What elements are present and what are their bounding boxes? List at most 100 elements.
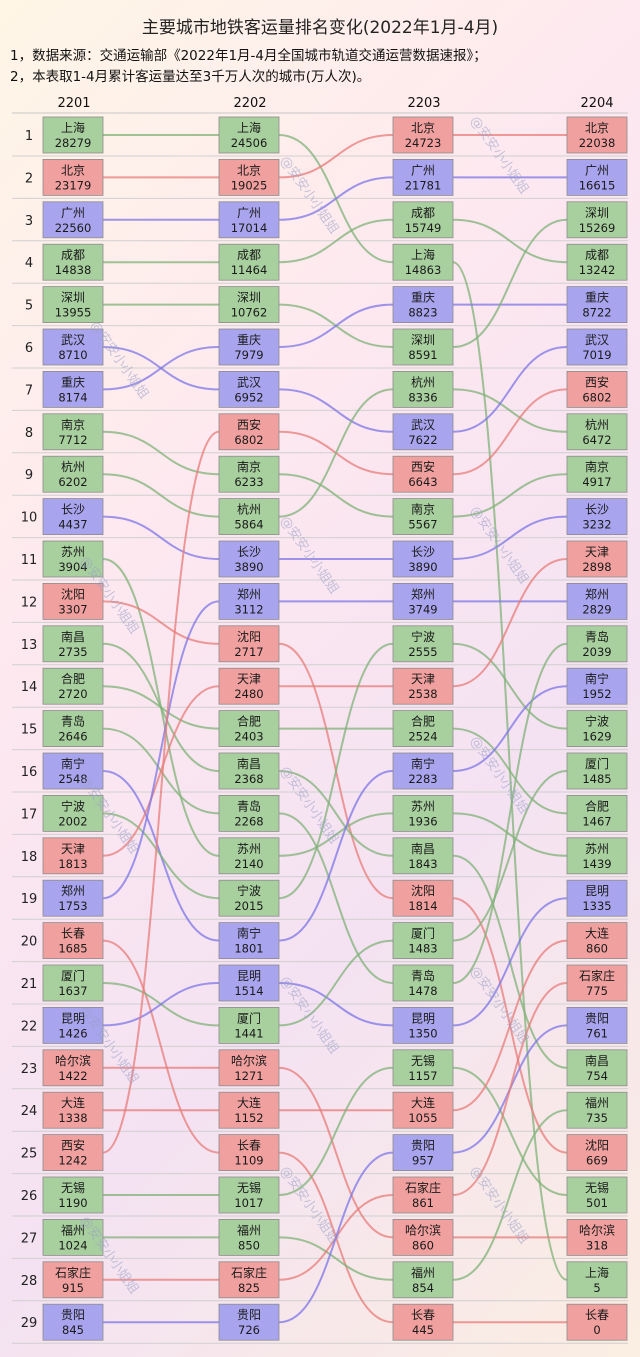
rank-label: 1 xyxy=(25,129,33,144)
rank-label: 3 xyxy=(25,214,33,229)
city-name: 苏州 xyxy=(411,799,435,813)
city-value: 22038 xyxy=(579,136,616,150)
link-杭州 xyxy=(278,388,394,518)
city-name: 长春 xyxy=(411,1308,435,1322)
city-name: 上海 xyxy=(61,120,85,135)
city-name: 南京 xyxy=(585,459,609,474)
city-name: 上海 xyxy=(237,120,261,135)
city-value: 6952 xyxy=(234,390,263,404)
rank-label: 9 xyxy=(25,468,33,483)
city-value: 1813 xyxy=(58,857,87,871)
rank-label: 5 xyxy=(25,299,33,314)
watermark-text: @安安小小姐姐 xyxy=(467,114,531,197)
city-box-bg xyxy=(392,370,454,408)
city-value: 1152 xyxy=(234,1111,263,1125)
city-name: 南昌 xyxy=(585,1053,609,1068)
city-value: 8336 xyxy=(408,390,437,404)
city-value: 2555 xyxy=(408,645,437,659)
city-name: 长春 xyxy=(237,1139,261,1153)
city-value: 6472 xyxy=(582,433,611,447)
city-box-bg xyxy=(218,1091,280,1129)
link-杭州 xyxy=(102,473,220,518)
city-box-bg xyxy=(42,964,104,1002)
city-box-bg xyxy=(218,1261,280,1299)
city-box-bg xyxy=(42,583,104,620)
city-box-bg xyxy=(42,116,104,154)
city-name: 成都 xyxy=(411,206,435,220)
column-header-2204: 2204 xyxy=(580,96,613,111)
city-box-bg xyxy=(218,413,280,451)
link-苏州 xyxy=(452,812,568,857)
city-box-bg xyxy=(42,1049,104,1087)
city-box-bg xyxy=(392,1007,454,1044)
city-box-bg xyxy=(218,158,280,196)
city-name: 深圳 xyxy=(237,291,261,305)
link-无锡 xyxy=(452,1066,568,1196)
city-box-bg xyxy=(392,243,454,281)
city-name: 沈阳 xyxy=(237,629,261,644)
city-name: 合肥 xyxy=(411,714,435,729)
city-box-bg xyxy=(566,964,628,1002)
link-杭州 xyxy=(452,388,568,433)
city-box-bg xyxy=(42,710,104,747)
city-box-bg xyxy=(218,583,280,620)
city-value: 1350 xyxy=(408,1026,437,1040)
link-南京 xyxy=(102,430,220,476)
city-value: 845 xyxy=(62,1323,84,1337)
city-name: 昆明 xyxy=(237,969,261,983)
city-value: 8174 xyxy=(58,390,87,404)
city-value: 8710 xyxy=(58,348,87,362)
city-name: 天津 xyxy=(237,672,261,686)
watermark-text: @安安小小姐姐 xyxy=(467,1164,531,1247)
city-name: 宁波 xyxy=(61,798,85,813)
city-name: 武汉 xyxy=(411,418,435,432)
rank-labels: 1234567891011121314151617181920212223242… xyxy=(21,129,38,1331)
city-boxes: 上海28279北京23179广州22560成都14838深圳13955武汉871… xyxy=(42,116,628,1341)
city-name: 深圳 xyxy=(585,206,609,220)
city-box-bg xyxy=(218,370,280,408)
city-value: 775 xyxy=(586,984,608,998)
city-value: 915 xyxy=(62,1281,84,1295)
city-value: 1478 xyxy=(408,984,437,998)
city-value: 11464 xyxy=(231,263,268,277)
city-name: 杭州 xyxy=(237,502,261,517)
link-沈阳 xyxy=(102,600,220,645)
city-name: 长沙 xyxy=(411,545,435,559)
city-box-bg xyxy=(392,286,454,324)
city-name: 无锡 xyxy=(61,1180,85,1195)
city-name: 郑州 xyxy=(411,586,435,601)
chart-title: 主要城市地铁客运量排名变化(2022年1月-4月) xyxy=(142,18,498,38)
city-name: 宁波 xyxy=(411,629,435,644)
city-value: 761 xyxy=(586,1026,608,1040)
link-宁波 xyxy=(278,642,394,900)
rank-label: 6 xyxy=(25,341,33,356)
city-name: 沈阳 xyxy=(411,883,435,898)
city-box-bg xyxy=(42,540,104,578)
link-武汉 xyxy=(452,346,568,433)
city-name: 福州 xyxy=(411,1265,435,1280)
link-苏州 xyxy=(278,812,394,857)
city-name: 上海 xyxy=(585,1265,609,1280)
